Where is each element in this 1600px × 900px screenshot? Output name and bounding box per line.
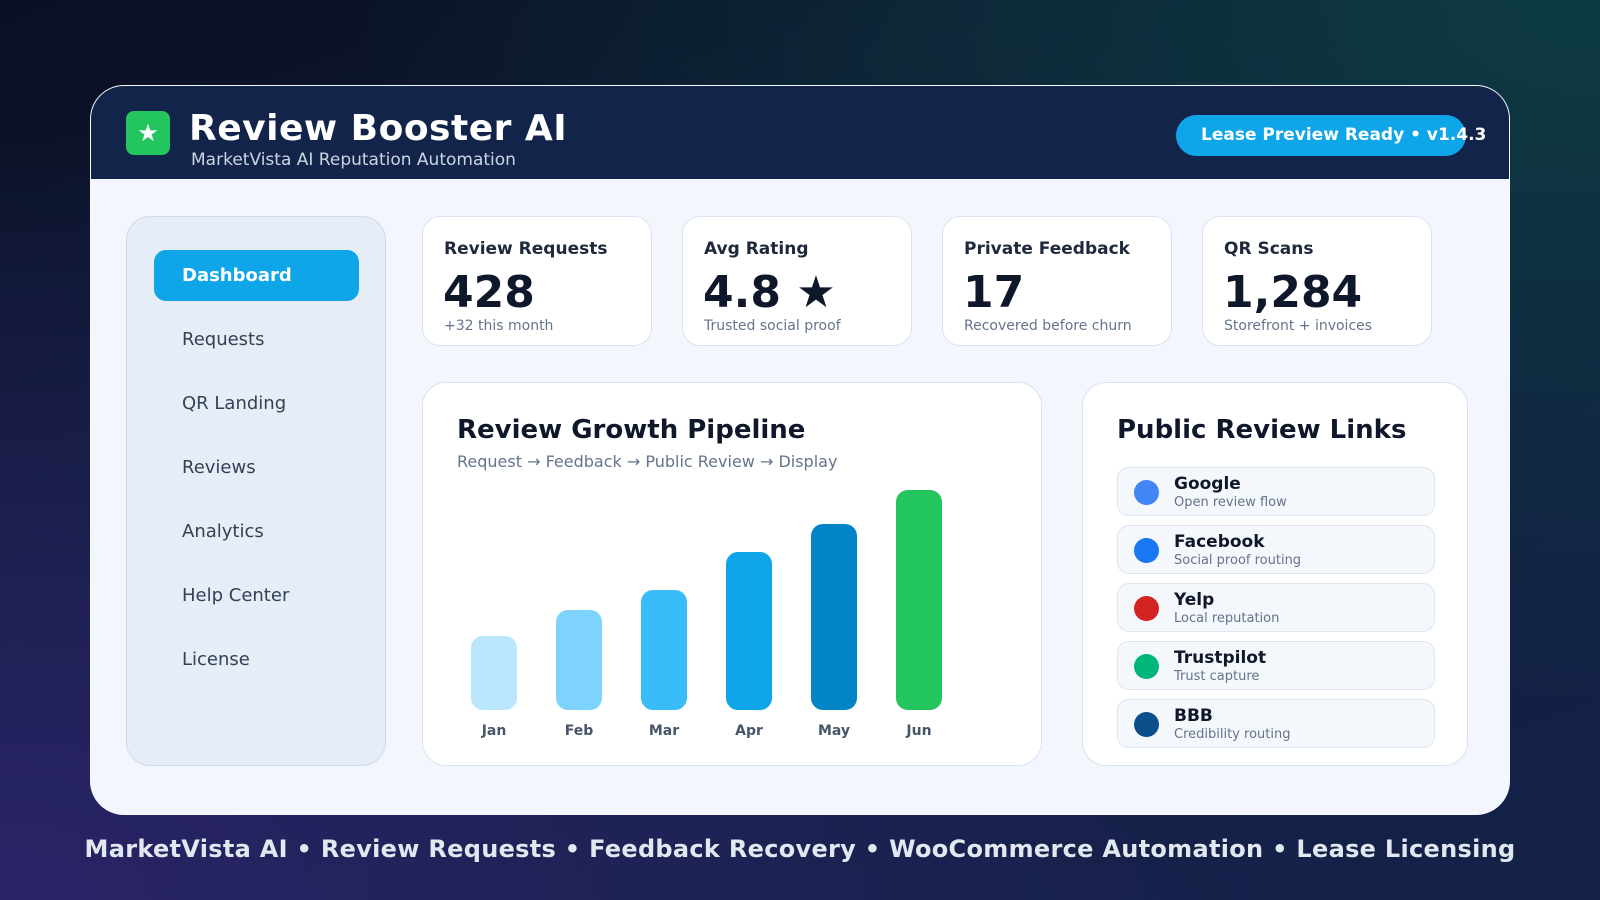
app-subtitle: MarketVista AI Reputation Automation <box>191 150 516 170</box>
sidebar-item-requests[interactable]: Requests <box>182 329 265 350</box>
x-tick-label: May <box>818 723 850 739</box>
bar-apr <box>726 552 772 710</box>
stat-card-qr-scans: QR Scans 1,284 Storefront + invoices <box>1202 216 1432 346</box>
app-title: Review Booster AI <box>189 108 568 149</box>
x-tick-label: Mar <box>649 723 679 739</box>
stat-note: +32 this month <box>444 318 554 334</box>
main-content: Dashboard Requests QR Landing Reviews An… <box>91 179 1509 814</box>
stat-note: Storefront + invoices <box>1224 318 1373 334</box>
link-description: Open review flow <box>1174 495 1287 510</box>
link-name: Yelp <box>1174 590 1215 610</box>
stat-label: QR Scans <box>1224 239 1314 259</box>
x-tick-label: Jun <box>905 723 931 739</box>
facebook-dot-icon <box>1134 538 1159 563</box>
bar-may <box>811 524 857 710</box>
bar-jun <box>896 490 942 710</box>
x-tick-label: Feb <box>565 723 594 739</box>
link-name: BBB <box>1174 706 1213 726</box>
bar-jan <box>471 636 517 710</box>
star-logo-icon: ★ <box>126 111 170 155</box>
sidebar-item-help-center[interactable]: Help Center <box>182 585 290 606</box>
review-link-yelp[interactable]: Yelp Local reputation <box>1117 583 1435 632</box>
pipeline-title: Review Growth Pipeline <box>457 415 806 445</box>
x-tick-label: Apr <box>735 723 763 739</box>
review-links-panel: Public Review Links Google Open review f… <box>1082 382 1468 766</box>
app-window: ★ Review Booster AI MarketVista AI Reput… <box>90 85 1510 815</box>
pipeline-panel: Jan Feb Mar Apr May Jun Review Growth Pipelin… <box>422 382 1042 766</box>
review-link-facebook[interactable]: Facebook Social proof routing <box>1117 525 1435 574</box>
pipeline-bar-chart: Jan Feb Mar Apr May Jun <box>471 490 942 739</box>
yelp-dot-icon <box>1134 596 1159 621</box>
review-link-bbb[interactable]: BBB Credibility routing <box>1117 699 1435 748</box>
pipeline-subtitle: Request → Feedback → Public Review → Dis… <box>457 452 838 471</box>
top-bar: ★ Review Booster AI MarketVista AI Reput… <box>91 86 1509 179</box>
stat-value: 428 <box>443 267 535 318</box>
link-description: Credibility routing <box>1174 727 1291 742</box>
sidebar-item-reviews[interactable]: Reviews <box>182 457 256 478</box>
link-description: Trust capture <box>1174 669 1260 684</box>
stat-label: Avg Rating <box>704 239 809 259</box>
sidebar-item-license[interactable]: License <box>182 649 250 670</box>
review-link-trustpilot[interactable]: Trustpilot Trust capture <box>1117 641 1435 690</box>
stat-note: Trusted social proof <box>704 318 841 334</box>
stat-label: Review Requests <box>444 239 608 259</box>
stat-card-avg-rating: Avg Rating 4.8 ★ Trusted social proof <box>682 216 912 346</box>
bbb-dot-icon <box>1134 712 1159 737</box>
review-link-google[interactable]: Google Open review flow <box>1117 467 1435 516</box>
stat-card-private-feedback: Private Feedback 17 Recovered before chu… <box>942 216 1172 346</box>
stat-value: 1,284 <box>1223 267 1363 318</box>
stat-note: Recovered before churn <box>964 318 1132 334</box>
link-description: Social proof routing <box>1174 553 1302 568</box>
link-name: Facebook <box>1174 532 1265 552</box>
stat-card-review-requests: Review Requests 428 +32 this month <box>422 216 652 346</box>
sidebar: Dashboard Requests QR Landing Reviews An… <box>126 216 386 766</box>
bar-feb <box>556 610 602 710</box>
footer-tagline: MarketVista AI • Review Requests • Feedb… <box>84 835 1516 863</box>
link-description: Local reputation <box>1174 611 1280 626</box>
sidebar-item-dashboard[interactable]: Dashboard <box>154 250 359 301</box>
google-dot-icon <box>1134 480 1159 505</box>
status-badge <box>1176 115 1466 156</box>
stat-label: Private Feedback <box>964 239 1130 259</box>
link-name: Trustpilot <box>1174 648 1267 668</box>
stat-value: 17 <box>963 267 1025 318</box>
trustpilot-dot-icon <box>1134 654 1159 679</box>
bar-mar <box>641 590 687 710</box>
link-name: Google <box>1174 474 1241 494</box>
status-badge-text: Lease Preview Ready • v1.4.3 <box>1201 125 1487 145</box>
sidebar-item-qr-landing[interactable]: QR Landing <box>182 393 287 414</box>
x-tick-label: Jan <box>481 723 507 739</box>
sidebar-item-analytics[interactable]: Analytics <box>182 521 264 542</box>
review-links-title: Public Review Links <box>1117 415 1407 445</box>
stat-value: 4.8 ★ <box>703 267 836 318</box>
